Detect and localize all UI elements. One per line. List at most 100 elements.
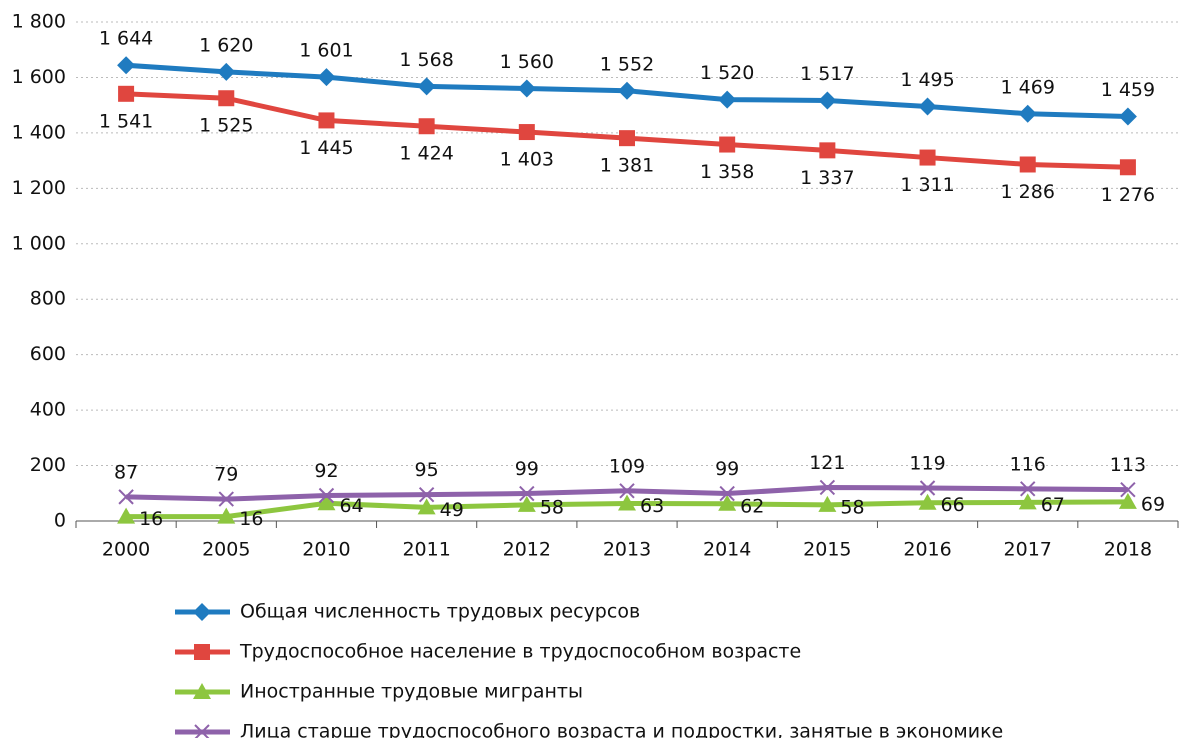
point [418,118,435,135]
point [518,124,535,141]
point [819,142,836,159]
data-label: 109 [609,455,645,477]
data-label: 66 [941,494,965,516]
data-label: 121 [809,452,845,474]
data-label: 58 [840,496,864,518]
y-tick-label: 800 [30,288,66,310]
x-tick-label: 2018 [1104,539,1152,561]
point [1020,481,1036,497]
point [517,79,536,98]
point [1119,159,1136,176]
legend-marker [193,603,211,621]
point [317,68,336,87]
y-tick-label: 400 [30,399,66,421]
x-tick-label: 2017 [1004,539,1052,561]
point [918,493,937,510]
y-tick-label: 1 400 [12,121,66,143]
legend-marker [194,644,210,660]
point [919,149,936,166]
y-tick-label: 1 200 [12,177,66,199]
point [718,494,737,511]
data-label: 1 517 [800,63,854,85]
data-label: 1 276 [1101,184,1155,206]
y-tick-label: 0 [54,510,66,532]
point [217,507,236,524]
data-label: 1 525 [199,115,253,137]
point [719,485,735,502]
data-label: 116 [1010,453,1046,475]
point [818,91,837,110]
data-label: 99 [515,458,539,480]
data-label: 87 [114,461,138,483]
point [218,491,234,507]
data-label: 1 601 [299,40,353,62]
data-label: 113 [1110,454,1146,476]
x-tick-label: 2011 [402,539,450,561]
data-label: 1 459 [1101,79,1155,101]
data-label: 99 [715,458,739,480]
point [719,136,736,153]
data-label: 64 [339,495,363,517]
data-label: 62 [740,495,764,517]
point [819,479,836,496]
data-label: 1 552 [600,53,654,75]
data-label: 119 [909,453,945,475]
legend-label: Трудоспособное население в трудоспособно… [239,641,801,663]
data-label: 1 520 [700,62,754,84]
point [317,494,336,511]
y-tick-label: 200 [30,454,66,476]
data-label: 95 [415,459,439,481]
data-label: 69 [1141,493,1165,515]
point [218,90,235,107]
point [619,130,635,147]
point [818,495,837,512]
point [117,56,136,75]
data-label: 1 620 [199,34,253,56]
data-label: 79 [214,464,238,486]
point [1019,156,1036,173]
point [519,485,535,502]
point [417,498,436,515]
data-label: 16 [239,508,263,530]
point [1118,107,1137,126]
point [618,494,636,511]
legend-label: Общая численность трудовых ресурсов [240,601,640,623]
data-label: 1 469 [1001,76,1055,98]
data-label: 1 337 [800,167,854,189]
data-label: 1 560 [500,51,554,73]
data-label: 92 [314,460,338,482]
point [418,486,435,503]
point [1018,104,1037,123]
data-label: 58 [540,496,564,518]
data-label: 63 [640,495,664,517]
data-label: 1 403 [500,149,554,171]
x-tick-label: 2012 [503,539,551,561]
point [1120,481,1136,498]
point [618,81,636,100]
data-label: 1 445 [299,137,353,159]
point [318,487,335,504]
data-label: 1 541 [99,110,153,132]
point [919,480,936,496]
legend-label: Лица старше трудоспособного возраста и п… [240,721,1003,738]
data-label: 49 [440,499,464,521]
y-tick-label: 1 800 [12,11,66,33]
point [118,489,134,505]
x-tick-label: 2015 [803,539,851,561]
y-tick-label: 1 600 [12,66,66,88]
y-tick-label: 1 000 [12,232,66,254]
data-label: 67 [1041,494,1065,516]
point [417,77,436,96]
point [118,85,135,102]
legend-marker [193,683,211,699]
point [918,97,937,116]
data-label: 1 286 [1001,181,1055,203]
data-label: 1 381 [600,155,654,177]
data-label: 1 311 [900,174,954,196]
point [117,507,136,524]
data-label: 1 568 [399,49,453,71]
data-label: 1 358 [700,161,754,183]
x-tick-label: 2014 [703,539,751,561]
x-tick-label: 2016 [903,539,951,561]
